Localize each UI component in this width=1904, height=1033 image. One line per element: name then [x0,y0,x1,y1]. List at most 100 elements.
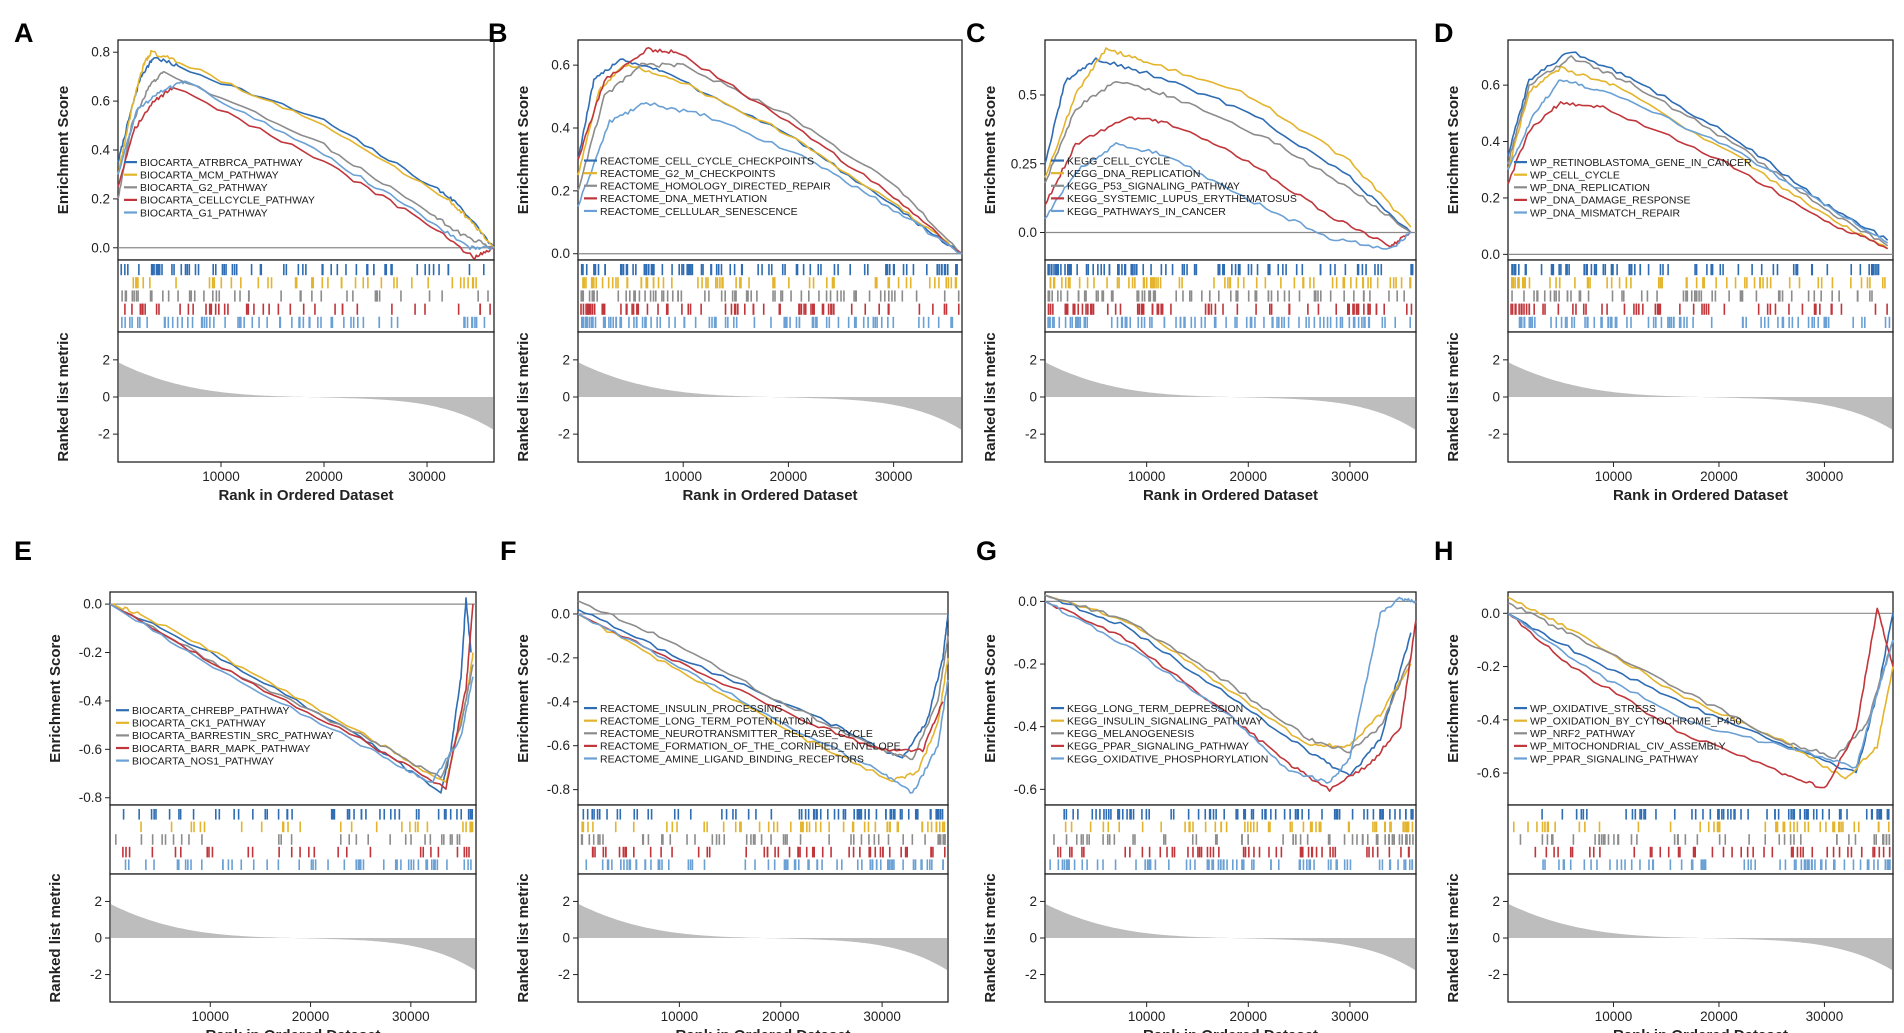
metric-axis-title: Ranked list metric [515,332,532,461]
es-axis-title: Enrichment Score [515,634,532,762]
es-plot-frame [577,591,949,806]
y-tick-label: -0.6 [79,742,102,757]
es-curve [577,102,963,255]
legend-entry: REACTOME_NEUROTRANSMITTER_RELEASE_CYCLE [600,728,873,740]
metric-tick-label: 2 [1492,894,1500,909]
y-tick-label: 0.6 [551,58,570,73]
ranked-metric-area [111,904,475,970]
y-tick-label: 0.4 [551,121,570,136]
x-tick-label: 20000 [305,469,343,484]
x-tick-label: 10000 [1128,469,1166,484]
es-curve [577,613,949,783]
legend-entry: WP_CELL_CYCLE [1530,170,1620,182]
legend-entry: WP_PPAR_SIGNALING_PATHWAY [1530,753,1699,765]
ranked-metric-area [1509,904,1892,970]
panel-d: D 0.0 0.2 0.4 0.6 Enrichment Score WP_RETINOBL… [1434,18,1894,504]
es-curve [109,603,474,779]
es-plot-frame [1044,39,1417,261]
es-axis-title: Enrichment Score [515,86,532,214]
es-curve [577,600,949,761]
x-tick-label: 10000 [664,469,702,484]
metric-tick-label: 2 [1492,352,1500,367]
x-tick-label: 10000 [1128,1009,1166,1024]
metric-tick-label: 2 [562,894,570,909]
legend-entry: REACTOME_G2_M_CHECKPOINTS [600,168,775,180]
x-tick-label: 20000 [292,1009,330,1024]
ranked-metric-area [1509,362,1892,430]
x-tick-label: 20000 [1230,1009,1268,1024]
legend-entry: BIOCARTA_BARR_MAPK_PATHWAY [132,743,310,755]
legend-entry: WP_OXIDATION_BY_CYTOCHROME_P450 [1530,715,1742,727]
ranked-metric-area [579,904,947,970]
metric-axis-title: Ranked list metric [47,873,64,1002]
y-tick-label: 0.2 [1481,190,1500,205]
y-tick-label: -0.4 [547,694,571,709]
metric-tick-label: 2 [1029,894,1037,909]
legend-entry: KEGG_PPAR_SIGNALING_PATHWAY [1067,741,1249,753]
x-tick-label: 10000 [1595,1009,1633,1024]
y-tick-label: 0.6 [91,94,110,109]
x-tick-label: 30000 [408,469,446,484]
panel-letter: G [976,536,997,566]
legend-entry: REACTOME_HOMOLOGY_DIRECTED_REPAIR [600,181,831,193]
panel-letter: F [500,536,517,566]
metric-axis-title: Ranked list metric [515,873,532,1002]
es-axis-title: Enrichment Score [47,634,64,762]
y-tick-label: 0.0 [551,606,570,621]
legend-entry: WP_MITOCHONDRIAL_CIV_ASSEMBLY [1530,741,1726,753]
y-tick-label: -0.6 [1014,782,1037,797]
x-axis-title: Rank in Ordered Dataset [682,487,857,504]
x-tick-label: 20000 [1700,469,1738,484]
y-tick-label: -0.6 [1477,766,1500,781]
y-tick-label: 0.0 [1018,594,1037,609]
legend-entry: BIOCARTA_G1_PATHWAY [140,207,268,219]
es-axis-title: Enrichment Score [55,86,72,214]
metric-tick-label: -2 [98,427,110,442]
legend-entry: REACTOME_CELLULAR_SENESCENCE [600,206,798,218]
es-curve [1044,594,1412,754]
legend-entry: BIOCARTA_G2_PATHWAY [140,182,268,194]
es-curve [1507,607,1894,789]
legend-entry: WP_DNA_MISMATCH_REPAIR [1530,207,1681,219]
metric-tick-label: -2 [1488,967,1500,982]
legend-entry: REACTOME_DNA_METHYLATION [600,193,767,205]
x-tick-label: 20000 [1700,1009,1738,1024]
x-tick-label: 30000 [875,469,913,484]
y-tick-label: 0.8 [91,45,110,60]
es-curve [109,603,474,783]
legend-entry: REACTOME_CELL_CYCLE_CHECKPOINTS [600,155,814,167]
es-curve [1507,79,1889,244]
es-axis-title: Enrichment Score [1445,634,1462,762]
x-tick-label: 20000 [762,1009,800,1024]
y-tick-label: 0.25 [1011,156,1037,171]
x-tick-label: 20000 [1230,469,1268,484]
es-curve [577,613,944,753]
ranked-metric-area [1046,362,1415,430]
y-tick-label: 0.0 [551,246,570,261]
x-tick-label: 10000 [1595,469,1633,484]
legend-entry: REACTOME_FORMATION_OF_THE_CORNIFIED_ENVE… [600,741,901,753]
panel-letter: E [14,536,32,566]
metric-tick-label: 0 [562,390,570,405]
ranked-metric-area [1046,904,1415,970]
legend-entry: KEGG_LONG_TERM_DEPRESSION [1067,703,1243,715]
x-axis-title: Rank in Ordered Dataset [1613,1027,1788,1033]
es-axis-title: Enrichment Score [982,634,999,762]
metric-tick-label: -2 [1025,427,1037,442]
x-tick-label: 10000 [202,469,240,484]
metric-tick-label: 2 [1029,352,1037,367]
y-tick-label: -0.4 [1014,719,1038,734]
y-tick-label: 0.0 [83,597,102,612]
legend-entry: KEGG_PATHWAYS_IN_CANCER [1067,206,1226,218]
x-axis-title: Rank in Ordered Dataset [1143,1027,1318,1033]
metric-tick-label: -2 [90,967,102,982]
es-curve [1044,116,1412,248]
legend-entry: REACTOME_AMINE_LIGAND_BINDING_RECEPTORS [600,753,864,765]
legend-entry: REACTOME_INSULIN_PROCESSING [600,703,782,715]
x-tick-label: 30000 [1806,1009,1844,1024]
panel-f: F 0.0 -0.2 -0.4 -0.6 -0.8 Enrichment Score REAC… [500,536,949,1033]
ranked-metric-area [119,362,493,430]
es-curve [1507,612,1894,769]
x-axis-title: Rank in Ordered Dataset [218,487,393,504]
es-curve [1507,65,1889,250]
